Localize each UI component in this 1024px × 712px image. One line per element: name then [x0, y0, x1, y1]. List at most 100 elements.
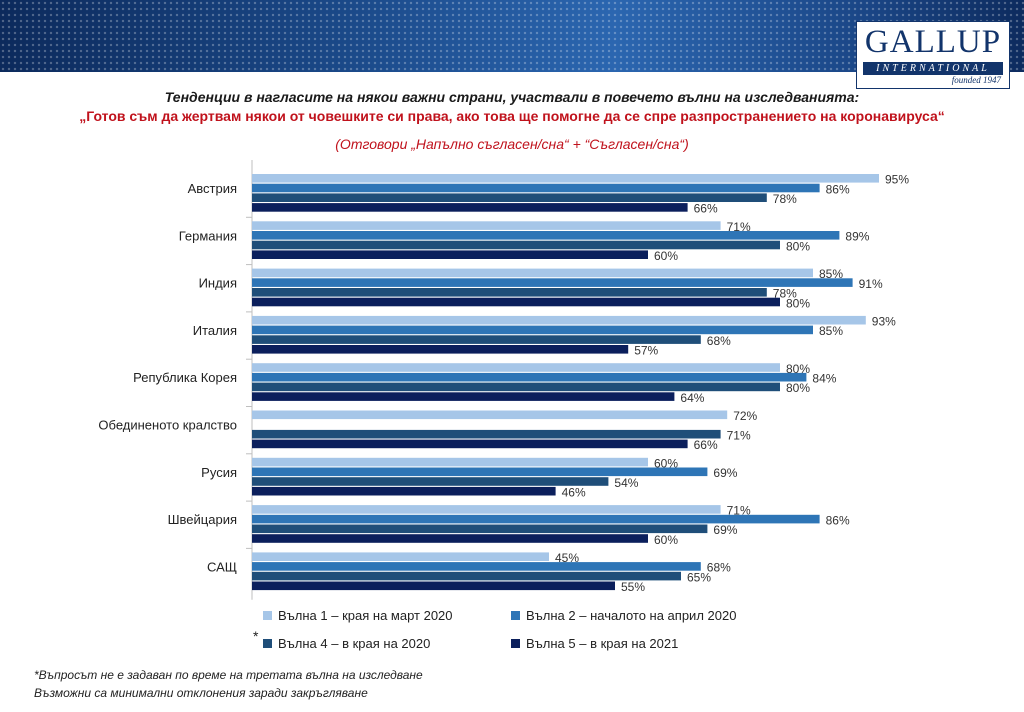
bar-wave5 [252, 392, 675, 401]
data-label: 86% [826, 513, 850, 527]
bar-wave4 [252, 288, 767, 297]
bar-wave4 [252, 335, 701, 344]
bar-wave5 [252, 486, 556, 496]
category-label: Италия [193, 323, 237, 338]
data-label: 93% [872, 315, 896, 329]
bar-wave1 [252, 505, 721, 514]
bar-wave1 [252, 410, 728, 420]
legend-asterisk: * [253, 628, 259, 644]
data-label: 57% [634, 344, 658, 358]
bar-wave5 [252, 439, 688, 449]
bar-wave1 [252, 315, 866, 325]
data-label: 69% [713, 466, 737, 480]
bar-wave5 [252, 203, 688, 212]
category-label: Швейцария [168, 512, 237, 527]
category-label: Германия [179, 228, 237, 243]
bar-wave5 [252, 297, 780, 307]
data-label: 71% [727, 504, 751, 518]
data-label: 66% [694, 202, 718, 216]
logo-main-text: GALLUP [864, 24, 1002, 60]
footnote-missing-wave: *Въпросът не е задаван по време на трета… [34, 668, 423, 682]
chart-subtitle-note: (Отговори „Напълно съгласен/сна“ + “Съгл… [335, 136, 689, 152]
bar-chart: Австрия 95% 86% 78% 66% Германия 71% 89% 80% 60% И… [98, 160, 909, 600]
data-label: 72% [733, 409, 757, 423]
legend-swatch-wave1 [263, 611, 272, 620]
data-label: 46% [562, 486, 586, 500]
data-label: 86% [826, 182, 850, 196]
data-label: 69% [713, 523, 737, 537]
category-label: Индия [199, 276, 237, 291]
bar-wave2 [252, 278, 853, 287]
bar-wave2 [252, 562, 701, 571]
bar-wave1 [252, 221, 721, 230]
legend-swatch-wave5 [511, 639, 520, 648]
data-label: 80% [786, 362, 810, 376]
data-label: 85% [819, 324, 843, 338]
data-label: 95% [885, 173, 909, 187]
bar-wave2 [252, 325, 813, 335]
data-label: 85% [819, 267, 843, 281]
legend-swatch-wave4 [263, 639, 272, 648]
bar-wave4 [252, 477, 609, 486]
data-label: 64% [680, 391, 704, 405]
chart-subtitle: „Готов съм да жертвам някои от човешките… [79, 108, 945, 124]
footnote-rounding: Възможни са минимални отклонения заради … [34, 686, 368, 700]
bar-wave1 [252, 174, 879, 183]
data-label: 54% [614, 476, 638, 490]
bar-wave1 [252, 457, 648, 467]
bar-wave5 [252, 250, 648, 259]
bar-wave1 [252, 552, 549, 561]
bar-wave4 [252, 382, 780, 392]
data-label: 80% [786, 381, 810, 395]
bar-wave1 [252, 363, 780, 372]
data-label: 66% [694, 438, 718, 452]
bar-wave4 [252, 429, 721, 439]
world-map-pattern [0, 0, 1024, 72]
data-label: 65% [687, 570, 711, 584]
bar-wave2 [252, 372, 807, 382]
data-label: 55% [621, 580, 645, 594]
data-label: 68% [707, 334, 731, 348]
logo-founded-text: founded 1947 [951, 75, 1001, 85]
bar-wave2 [252, 514, 820, 524]
gallup-logo: GALLUP INTERNATIONAL founded 1947 [856, 21, 1010, 89]
bar-wave5 [252, 345, 629, 354]
data-label: 91% [859, 277, 883, 291]
data-label: 60% [654, 456, 678, 470]
bar-wave5 [252, 581, 615, 591]
bar-wave4 [252, 240, 780, 250]
data-label: 68% [707, 561, 731, 575]
bar-wave2 [252, 467, 708, 477]
bar-wave2 [252, 231, 840, 240]
category-label: Обединеното кралство [98, 418, 237, 433]
data-label: 71% [727, 220, 751, 234]
logo-band-text: INTERNATIONAL [863, 62, 1003, 75]
legend-label-wave5: Вълна 5 – в края на 2021 [526, 636, 679, 651]
category-label: Република Корея [133, 370, 237, 385]
category-label: Австрия [188, 181, 237, 196]
bar-wave1 [252, 268, 813, 278]
bar-wave4 [252, 193, 767, 202]
legend-swatch-wave2 [511, 611, 520, 620]
category-label: Русия [201, 465, 237, 480]
legend-label-wave4: Вълна 4 – в края на 2020 [278, 636, 431, 651]
legend-label-wave1: Вълна 1 – края на март 2020 [278, 608, 453, 623]
header-banner [0, 0, 1024, 72]
bar-wave4 [252, 524, 708, 534]
data-label: 89% [845, 230, 869, 244]
data-label: 84% [812, 372, 836, 386]
data-label: 71% [727, 429, 751, 443]
data-label: 60% [654, 533, 678, 547]
data-label: 45% [555, 551, 579, 565]
data-label: 78% [773, 287, 797, 301]
data-label: 80% [786, 296, 810, 310]
data-label: 60% [654, 249, 678, 263]
category-label: САЩ [207, 559, 237, 574]
data-label: 78% [773, 192, 797, 206]
bar-wave4 [252, 571, 681, 581]
bar-wave5 [252, 534, 648, 543]
chart-title: Тенденции в нагласите на някои важни стр… [164, 89, 860, 105]
bar-wave2 [252, 183, 820, 193]
data-label: 80% [786, 239, 810, 253]
legend-label-wave2: Вълна 2 – началото на април 2020 [526, 608, 737, 623]
